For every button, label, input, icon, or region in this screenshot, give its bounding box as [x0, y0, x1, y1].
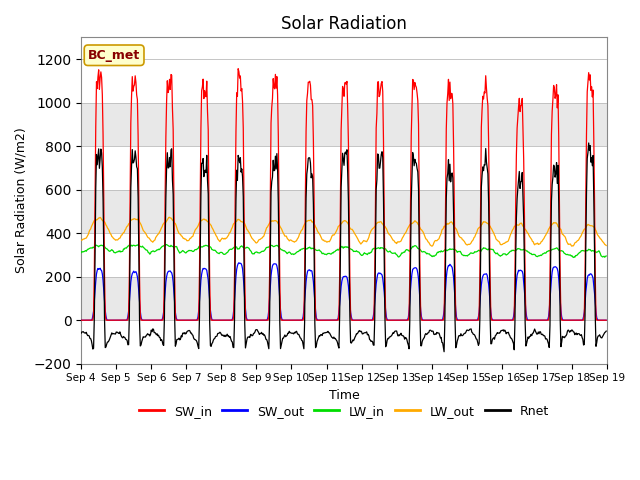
Text: BC_met: BC_met: [88, 49, 140, 62]
Title: Solar Radiation: Solar Radiation: [281, 15, 407, 33]
X-axis label: Time: Time: [329, 389, 360, 402]
Legend: SW_in, SW_out, LW_in, LW_out, Rnet: SW_in, SW_out, LW_in, LW_out, Rnet: [134, 400, 554, 423]
Y-axis label: Solar Radiation (W/m2): Solar Radiation (W/m2): [15, 128, 28, 274]
Bar: [81, 190, 607, 233]
Bar: [81, 103, 607, 146]
Bar: [81, 276, 607, 320]
